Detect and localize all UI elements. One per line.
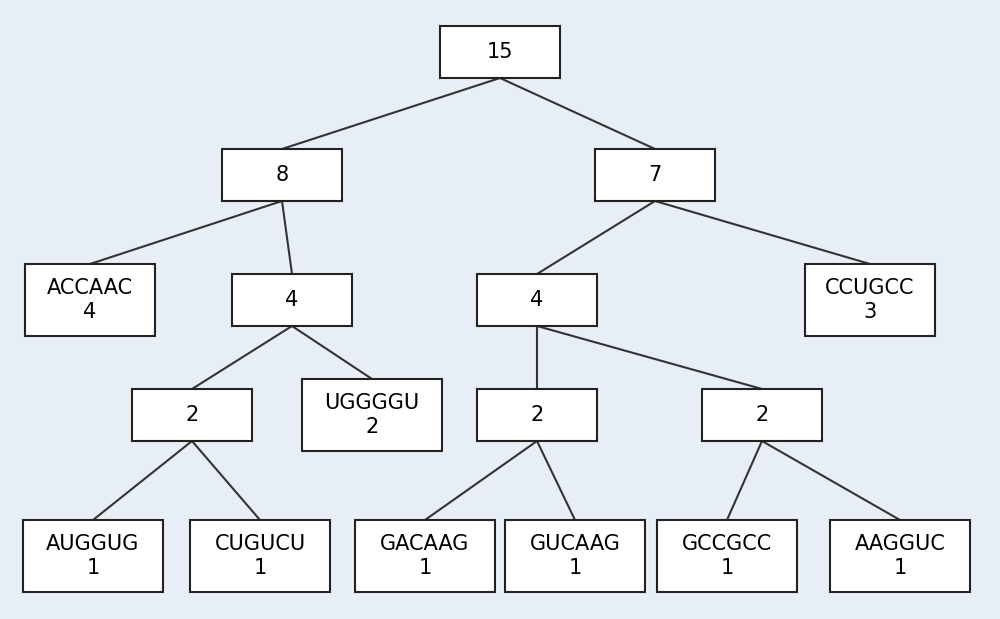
Text: GUCAAG
1: GUCAAG 1	[530, 534, 620, 578]
Text: UGGGGU
2: UGGGGU 2	[324, 394, 420, 436]
Bar	[25, 264, 155, 336]
Text: AUGGUG
1: AUGGUG 1	[46, 534, 140, 578]
Text: 2: 2	[185, 405, 199, 425]
Text: 4: 4	[285, 290, 299, 310]
Bar	[830, 520, 970, 592]
Text: ACCAAC
4: ACCAAC 4	[47, 279, 133, 322]
Text: 7: 7	[648, 165, 662, 185]
Bar	[232, 274, 352, 326]
Bar	[595, 149, 715, 201]
Text: 4: 4	[530, 290, 544, 310]
Bar	[132, 389, 252, 441]
Text: GACAAG
1: GACAAG 1	[380, 534, 470, 578]
Bar	[440, 26, 560, 78]
Text: CUGUCU
1: CUGUCU 1	[214, 534, 306, 578]
Bar	[477, 274, 597, 326]
Bar	[23, 520, 163, 592]
Bar	[657, 520, 797, 592]
Text: 2: 2	[530, 405, 544, 425]
Text: CCUGCC
3: CCUGCC 3	[825, 279, 915, 322]
Bar	[505, 520, 645, 592]
Text: 8: 8	[275, 165, 289, 185]
Text: 15: 15	[487, 42, 513, 62]
Bar	[190, 520, 330, 592]
Bar	[477, 389, 597, 441]
Text: AAGGUC
1: AAGGUC 1	[855, 534, 945, 578]
Bar	[302, 379, 442, 451]
Bar	[222, 149, 342, 201]
Bar	[702, 389, 822, 441]
Text: GCCGCC
1: GCCGCC 1	[682, 534, 772, 578]
Bar	[355, 520, 495, 592]
Bar	[805, 264, 935, 336]
Text: 2: 2	[755, 405, 769, 425]
